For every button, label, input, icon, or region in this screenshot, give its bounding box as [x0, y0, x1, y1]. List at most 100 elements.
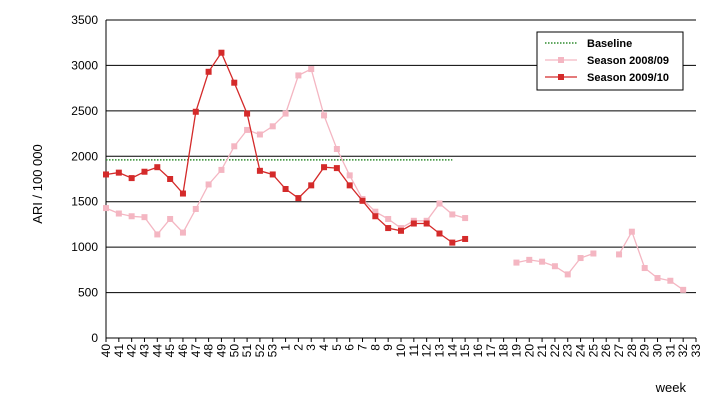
legend-label-baseline: Baseline — [587, 38, 632, 50]
x-axis-label: week — [655, 380, 687, 395]
point-season-2008-09 — [308, 66, 315, 73]
point-season-2008-09 — [564, 271, 571, 278]
point-season-2008-09 — [244, 126, 251, 133]
point-season-2008-09 — [680, 286, 687, 293]
point-season-2008-09 — [282, 110, 289, 117]
legend-marker-season-2008-09 — [558, 57, 564, 63]
series-line-season-2009-10 — [105, 51, 466, 244]
x-tick-label: 40 — [99, 344, 113, 358]
x-tick-label: 30 — [651, 344, 665, 358]
x-tick-label: 45 — [163, 344, 177, 358]
point-season-2008-09 — [654, 275, 661, 282]
y-tick-label: 1500 — [71, 195, 98, 209]
point-season-2008-09 — [231, 143, 238, 150]
x-tick-label: 29 — [638, 344, 652, 358]
x-tick-label: 46 — [176, 344, 190, 358]
point-season-2009-10 — [333, 165, 340, 172]
point-season-2009-10 — [346, 182, 353, 189]
point-season-2009-10 — [218, 49, 225, 56]
point-season-2008-09 — [179, 229, 186, 236]
x-tick-label: 3 — [304, 344, 318, 351]
point-season-2008-09 — [128, 213, 135, 220]
legend: Baseline Season 2008/09 Season 2009/10 — [536, 31, 684, 91]
point-season-2008-09 — [346, 172, 353, 179]
point-season-2008-09 — [115, 210, 122, 217]
point-season-2008-09 — [616, 251, 623, 258]
point-season-2008-09 — [192, 205, 199, 212]
point-season-2008-09 — [372, 208, 379, 215]
x-tick-label: 24 — [574, 344, 588, 358]
x-tick-label: 5 — [330, 344, 344, 351]
point-season-2009-10 — [423, 220, 430, 227]
point-season-2008-09 — [551, 263, 558, 270]
point-season-2008-09 — [385, 215, 392, 222]
x-tick-label: 33 — [689, 344, 703, 358]
y-tick-label: 0 — [91, 331, 98, 345]
point-season-2008-09 — [167, 215, 174, 222]
legend-label-season-2009-10: Season 2009/10 — [587, 72, 669, 84]
point-season-2009-10 — [231, 79, 238, 86]
point-season-2008-09 — [154, 231, 161, 238]
x-tick-label: 19 — [509, 344, 523, 358]
x-tick-label: 42 — [125, 344, 139, 358]
point-season-2009-10 — [321, 164, 328, 171]
x-tick-label: 7 — [356, 344, 370, 351]
point-season-2008-09 — [539, 258, 546, 265]
point-season-2009-10 — [449, 239, 456, 246]
y-tick-labels: 0 500 1000 1500 2000 2500 3000 3500 — [71, 13, 98, 345]
point-season-2008-09 — [256, 131, 263, 138]
x-tick-label: 27 — [612, 344, 626, 358]
point-season-2008-09 — [295, 72, 302, 79]
x-tick-label: 48 — [202, 344, 216, 358]
x-tick-label: 15 — [458, 344, 472, 358]
point-season-2008-09 — [141, 214, 148, 221]
x-tick-label: 47 — [189, 344, 203, 358]
x-tick-label: 20 — [522, 344, 536, 358]
point-season-2009-10 — [269, 171, 276, 178]
x-tick-label: 44 — [150, 344, 164, 358]
point-season-2009-10 — [462, 235, 469, 242]
point-season-2008-09 — [218, 166, 225, 173]
series-line-season-2008-09 — [105, 68, 466, 236]
x-tick-label: 23 — [561, 344, 575, 358]
point-season-2009-10 — [256, 167, 263, 174]
point-season-2009-10 — [128, 175, 135, 182]
point-season-2009-10 — [398, 227, 404, 234]
point-season-2009-10 — [295, 195, 302, 202]
x-tick-label: 25 — [586, 344, 600, 358]
x-tick-label: 13 — [432, 344, 446, 358]
x-tick-label: 43 — [137, 344, 151, 358]
y-tick-label: 500 — [78, 286, 98, 300]
point-season-2008-09 — [667, 277, 674, 284]
point-season-2008-09 — [449, 211, 456, 218]
x-tick-label: 32 — [676, 344, 690, 358]
point-season-2009-10 — [436, 230, 443, 237]
point-season-2008-09 — [333, 146, 340, 153]
x-tick-label: 6 — [343, 344, 357, 351]
point-season-2008-09 — [436, 200, 443, 207]
x-tick-label: 4 — [317, 344, 331, 351]
x-tick-label: 11 — [407, 344, 421, 357]
point-season-2008-09 — [628, 228, 635, 235]
point-season-2008-09 — [577, 255, 584, 262]
point-season-2009-10 — [179, 190, 186, 197]
y-tick-label: 1000 — [71, 240, 98, 254]
legend-label-season-2008-09: Season 2008/09 — [587, 55, 669, 67]
point-season-2009-10 — [359, 197, 366, 204]
point-season-2008-09 — [103, 205, 109, 212]
x-tick-label: 1 — [279, 344, 293, 351]
x-tick-label: 14 — [445, 344, 459, 358]
point-season-2009-10 — [244, 110, 251, 117]
point-season-2009-10 — [385, 225, 392, 232]
x-tick-label: 52 — [253, 344, 267, 358]
point-season-2008-09 — [590, 250, 597, 257]
x-tick-label: 16 — [471, 344, 485, 358]
point-season-2008-09 — [269, 123, 276, 130]
point-season-2009-10 — [205, 68, 212, 75]
point-season-2009-10 — [372, 213, 379, 220]
series-lines — [103, 49, 687, 293]
point-season-2009-10 — [410, 220, 417, 227]
y-axis-label: ARI / 100 000 — [30, 144, 45, 224]
y-tick-label: 2500 — [71, 104, 98, 118]
